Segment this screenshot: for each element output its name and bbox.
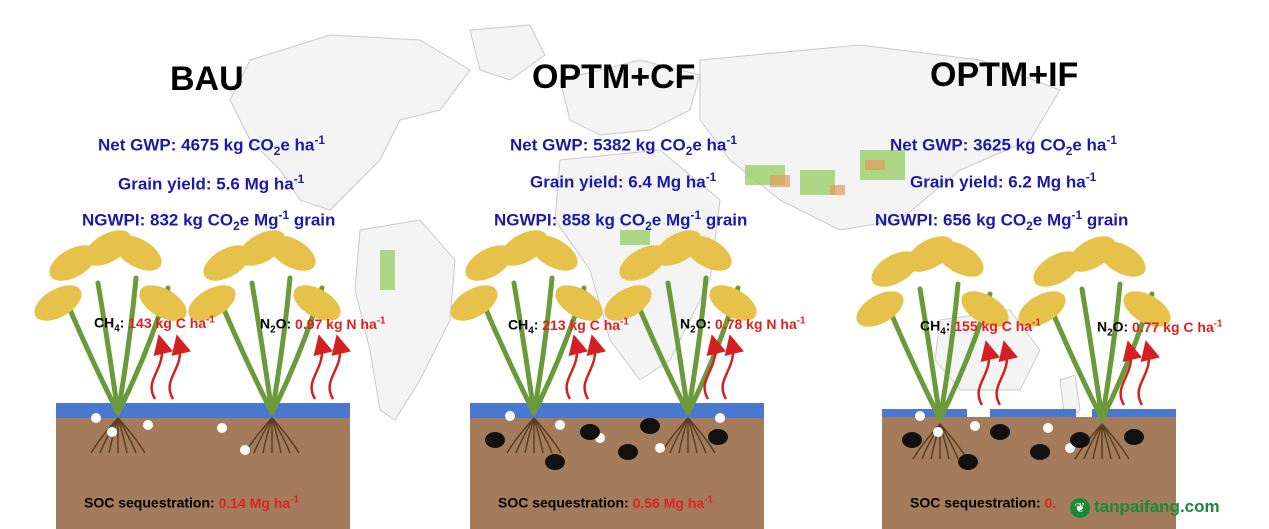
net-gwp-bau: Net GWP: 4675 kg CO2e ha-1 [98, 133, 325, 159]
ch4-optm-cf: CH4: 213 kg C ha-1 [508, 316, 629, 337]
ngwpi-optm-cf: NGWPI: 858 kg CO2e Mg-1 grain [494, 208, 748, 234]
soc-bau: SOC sequestration: 0.14 Mg ha-1 [84, 494, 299, 511]
grain-yield-optm-if: Grain yield: 6.2 Mg ha-1 [910, 170, 1097, 192]
n2o-optm-if: N2O: 0.77 kg C ha-1 [1097, 318, 1223, 339]
soc-optm-if: SOC sequestration: 0. [910, 494, 1057, 511]
panel-title-bau: BAU [170, 60, 244, 98]
ngwpi-bau: NGWPI: 832 kg CO2e Mg-1 grain [82, 208, 336, 234]
grain-yield-optm-cf: Grain yield: 6.4 Mg ha-1 [530, 170, 717, 192]
panel-title-optm-if: OPTM+IF [930, 56, 1079, 94]
panel-title-optm-cf: OPTM+CF [532, 58, 696, 96]
watermark: tanpaifang.com [1094, 497, 1220, 516]
leaf-logo-icon: ❦ [1070, 498, 1090, 518]
net-gwp-optm-cf: Net GWP: 5382 kg CO2e ha-1 [510, 133, 737, 159]
n2o-bau: N2O: 0.97 kg N ha-1 [260, 315, 386, 336]
ch4-optm-if: CH4: 155 kg C ha-1 [920, 317, 1041, 338]
soc-optm-cf: SOC sequestration: 0.56 Mg ha-1 [498, 494, 713, 511]
grain-yield-bau: Grain yield: 5.6 Mg ha-1 [118, 172, 305, 194]
ngwpi-optm-if: NGWPI: 656 kg CO2e Mg-1 grain [875, 208, 1129, 234]
ch4-bau: CH4: 143 kg C ha-1 [94, 314, 215, 335]
n2o-optm-cf: N2O: 0.78 kg N ha-1 [680, 315, 806, 336]
net-gwp-optm-if: Net GWP: 3625 kg CO2e ha-1 [890, 133, 1117, 159]
